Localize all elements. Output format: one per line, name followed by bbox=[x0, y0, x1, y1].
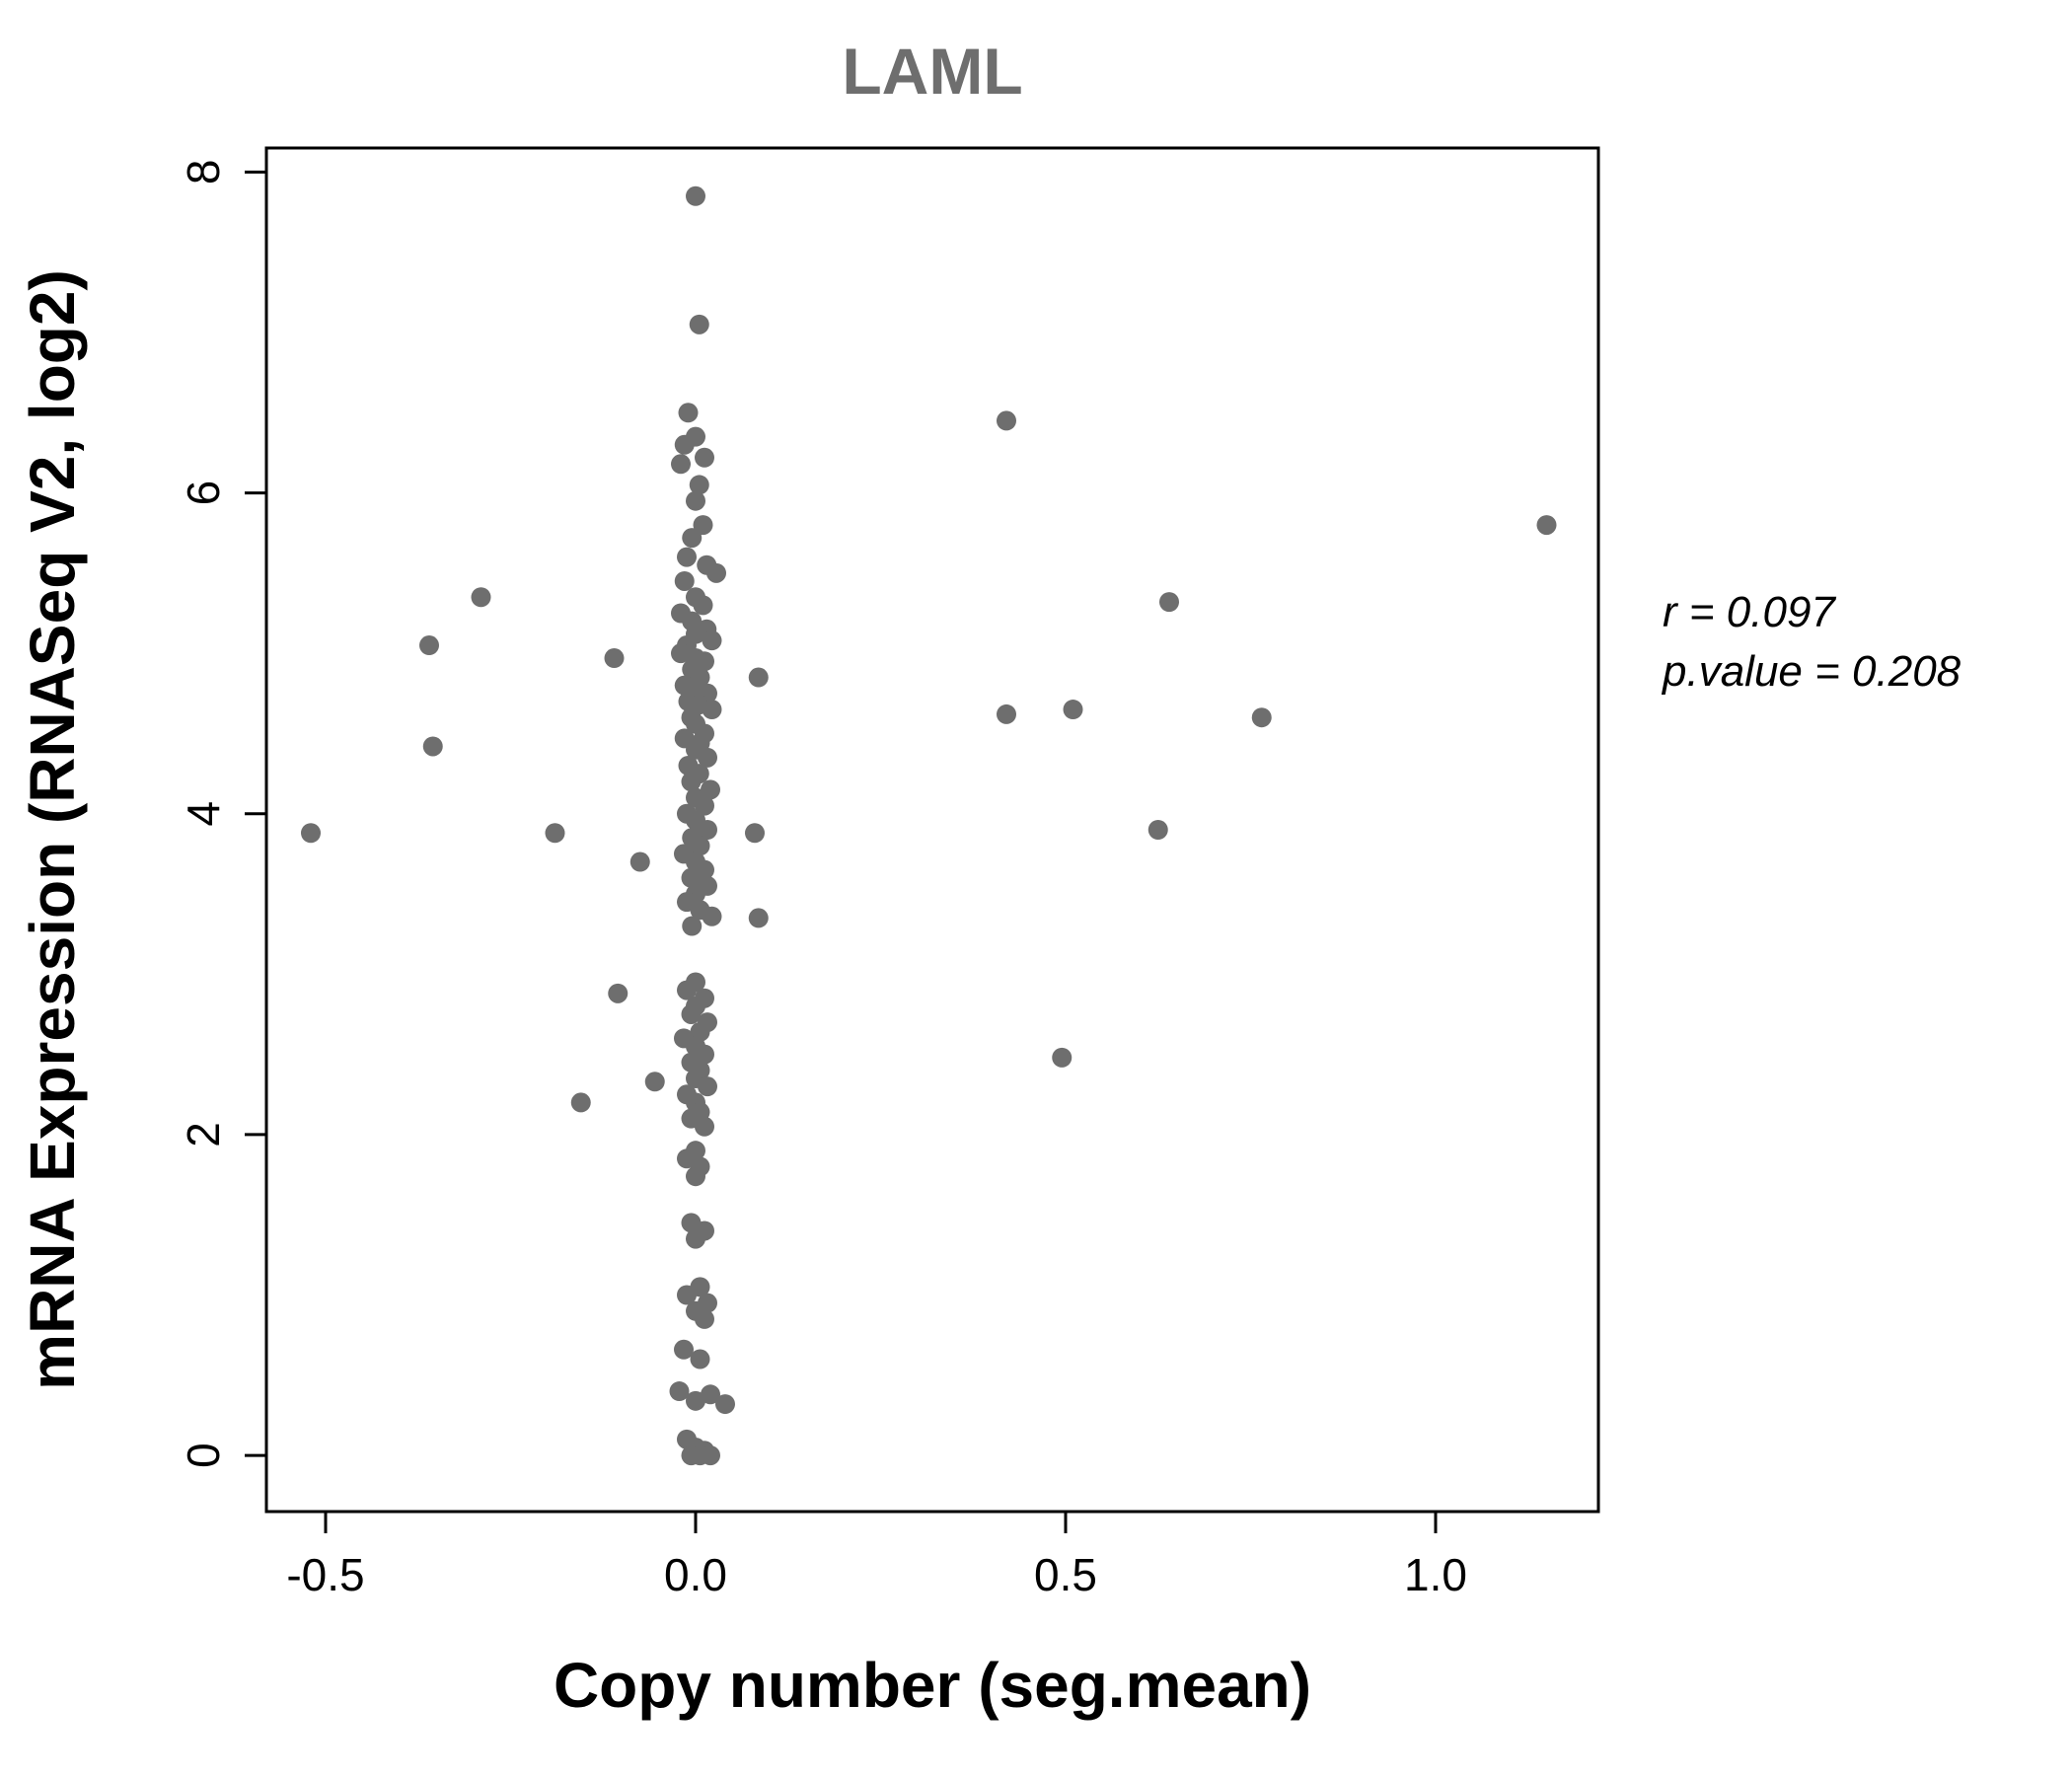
data-point bbox=[693, 595, 713, 616]
data-point bbox=[644, 1072, 665, 1092]
data-point bbox=[997, 703, 1016, 724]
data-point bbox=[677, 980, 697, 1000]
data-point bbox=[681, 867, 702, 888]
x-axis-label: Copy number (seg.mean) bbox=[554, 1650, 1311, 1721]
chart-title: LAML bbox=[842, 35, 1022, 108]
data-point bbox=[1063, 700, 1083, 720]
data-point bbox=[701, 779, 720, 800]
y-axis: 0 2 4 6 8 bbox=[178, 160, 266, 1468]
data-point bbox=[695, 1308, 714, 1329]
data-point bbox=[677, 1285, 697, 1305]
data-point bbox=[681, 772, 702, 792]
y-tick-label: 6 bbox=[178, 481, 229, 506]
data-point bbox=[702, 906, 722, 926]
data-point bbox=[674, 1339, 694, 1360]
data-point bbox=[698, 747, 717, 768]
data-point bbox=[604, 648, 625, 669]
y-tick-label: 2 bbox=[178, 1122, 229, 1147]
data-point bbox=[745, 823, 765, 844]
data-point bbox=[689, 314, 709, 334]
data-point bbox=[693, 515, 713, 536]
data-point bbox=[702, 700, 722, 720]
data-point bbox=[682, 916, 703, 936]
data-point bbox=[671, 454, 691, 475]
data-point bbox=[677, 547, 697, 567]
data-point bbox=[701, 1384, 720, 1405]
x-tick-label: 0.5 bbox=[1034, 1549, 1097, 1600]
correlation-annotation: r = 0.097 p.value = 0.208 bbox=[1661, 588, 1961, 696]
data-point bbox=[706, 562, 726, 583]
y-tick-label: 0 bbox=[178, 1443, 229, 1468]
data-point bbox=[674, 570, 695, 591]
x-tick-label: 1.0 bbox=[1404, 1549, 1467, 1600]
data-point bbox=[678, 403, 699, 423]
x-tick-label: -0.5 bbox=[286, 1549, 364, 1600]
data-point bbox=[671, 643, 691, 664]
data-point bbox=[698, 820, 717, 840]
data-point bbox=[545, 823, 565, 844]
data-point bbox=[695, 795, 714, 816]
data-point bbox=[686, 1228, 705, 1249]
annotation-r-value: r = 0.097 bbox=[1663, 588, 1836, 636]
data-point bbox=[1052, 1047, 1073, 1068]
annotation-p-value: p.value = 0.208 bbox=[1661, 647, 1961, 696]
data-point bbox=[1251, 707, 1272, 728]
plot-border bbox=[264, 146, 1600, 1514]
data-point bbox=[674, 434, 695, 455]
data-point bbox=[698, 1076, 717, 1097]
data-point bbox=[301, 823, 321, 844]
data-point bbox=[715, 1394, 735, 1415]
y-tick-label: 4 bbox=[178, 801, 229, 827]
x-axis: -0.5 0.0 0.5 1.0 bbox=[286, 1512, 1467, 1600]
data-point bbox=[689, 475, 709, 495]
y-axis-label: mRNA Expression (RNASeq V2, log2) bbox=[17, 269, 88, 1390]
data-point bbox=[997, 410, 1016, 431]
data-point bbox=[690, 1445, 710, 1466]
data-point bbox=[748, 908, 769, 928]
data-point bbox=[669, 1381, 690, 1402]
data-point bbox=[422, 736, 443, 757]
data-point bbox=[686, 490, 705, 511]
data-point bbox=[682, 528, 703, 549]
data-point bbox=[702, 630, 722, 651]
data-points-layer bbox=[301, 185, 1557, 1466]
data-point bbox=[419, 635, 439, 656]
y-tick-label: 8 bbox=[178, 160, 229, 185]
data-point bbox=[1536, 515, 1557, 536]
data-point bbox=[681, 1003, 702, 1024]
data-point bbox=[471, 587, 491, 608]
data-point bbox=[748, 667, 769, 688]
data-point bbox=[1159, 592, 1179, 613]
data-point bbox=[608, 983, 629, 1003]
data-point bbox=[690, 1349, 710, 1369]
data-point bbox=[695, 447, 714, 468]
data-point bbox=[570, 1092, 591, 1113]
data-point bbox=[686, 1166, 705, 1187]
data-point bbox=[695, 1116, 714, 1137]
data-point bbox=[629, 851, 650, 872]
x-tick-label: 0.0 bbox=[664, 1549, 727, 1600]
data-point bbox=[686, 1390, 705, 1411]
data-point bbox=[690, 836, 710, 856]
data-point bbox=[1147, 820, 1168, 840]
data-point bbox=[686, 185, 705, 206]
